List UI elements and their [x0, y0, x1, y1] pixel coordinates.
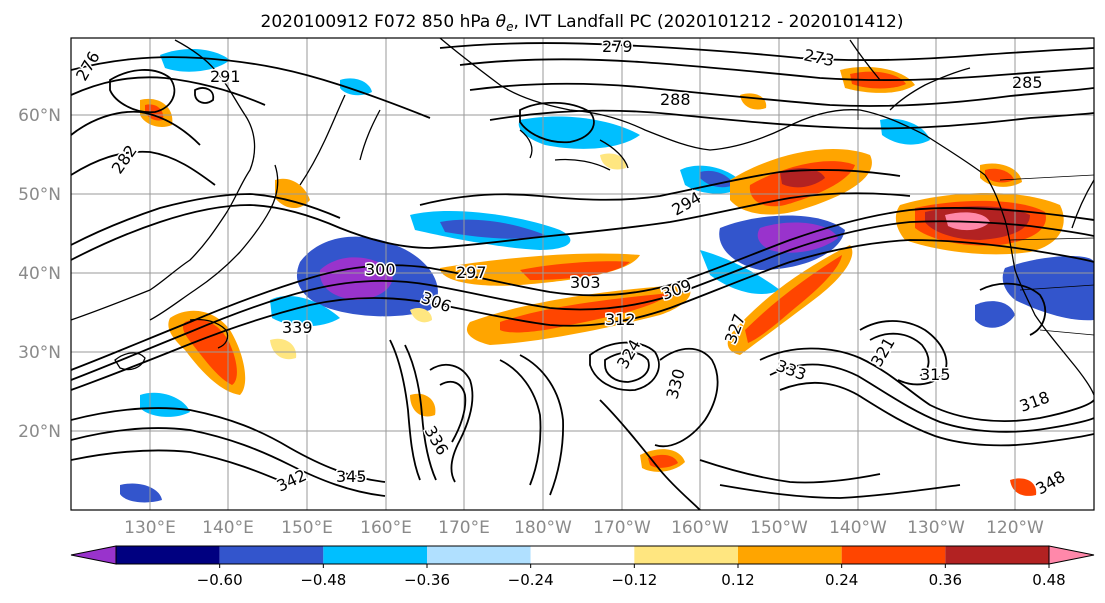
longitude-labels: 130°E 140°E 150°E 160°E 170°E 180°W 170°…: [124, 518, 1044, 538]
colorbar-tick-label: −0.24: [508, 571, 554, 589]
colorbar-segment: [945, 546, 1049, 564]
lon-label: 150°W: [750, 518, 808, 538]
colorbar-tick-label: −0.12: [611, 571, 657, 589]
contour-label: 303: [570, 273, 601, 292]
contour-label: 297: [456, 263, 487, 282]
lat-label: 40°N: [18, 264, 61, 284]
lon-label: 120°W: [986, 518, 1044, 538]
colorbar-extend-high: [1048, 545, 1095, 565]
colorbar-segment: [323, 546, 427, 564]
map-frame: [70, 37, 1095, 511]
colorbar: −0.60 −0.48 −0.36 −0.24 −0.12 0.12 0.24 0.36 0.4…: [70, 545, 1095, 589]
colorbar-tick-label: 0.48: [1032, 571, 1065, 589]
contour-label: 291: [210, 67, 241, 86]
colorbar-segment: [530, 546, 635, 564]
colorbar-segment: [634, 546, 738, 564]
colorbar-segment: [219, 546, 324, 564]
colorbar-tick-label: 0.24: [825, 571, 858, 589]
figure-title: 2020100912 F072 850 hPa θe, IVT Landfall…: [261, 12, 904, 34]
shading-layer: [120, 48, 1094, 503]
colorbar-extend-low: [70, 545, 117, 565]
colorbar-segment: [738, 546, 842, 564]
lon-label: 150°E: [281, 518, 333, 538]
colorbar-segment: [427, 546, 531, 564]
contour-label: 315: [920, 365, 951, 384]
colorbar-tick-label: −0.36: [404, 571, 450, 589]
contour-label: 339: [282, 318, 313, 337]
colorbar-segment: [841, 546, 946, 564]
colorbar-segment: [116, 546, 220, 564]
lon-label: 140°E: [202, 518, 254, 538]
lon-label: 160°E: [360, 518, 412, 538]
lon-label: 130°W: [907, 518, 965, 538]
colorbar-tick-label: −0.60: [197, 571, 243, 589]
lon-label: 180°W: [514, 518, 572, 538]
contour-label: 279: [602, 37, 633, 56]
colorbar-tick-label: 0.36: [929, 571, 962, 589]
colorbar-tick-label: 0.12: [721, 571, 754, 589]
contour-label: 285: [1012, 73, 1043, 92]
colorbar-frame: [115, 545, 1050, 565]
latitude-labels: 60°N 50°N 40°N 30°N 20°N: [18, 106, 61, 442]
lon-label: 140°W: [829, 518, 887, 538]
contour-label: 300: [365, 260, 396, 279]
lat-label: 30°N: [18, 343, 61, 363]
lat-label: 50°N: [18, 185, 61, 205]
contour-label: 345: [336, 467, 367, 486]
lat-label: 60°N: [18, 106, 61, 126]
borders: [857, 38, 1094, 336]
map-panel: 276 279 282 285 288 291 294 297 300 303 …: [71, 37, 1094, 510]
lon-label: 160°W: [671, 518, 729, 538]
contour-label: 288: [660, 90, 691, 109]
lon-label: 130°E: [124, 518, 176, 538]
lat-label: 20°N: [18, 422, 61, 442]
colorbar-tick-label: −0.48: [300, 571, 346, 589]
lon-label: 170°E: [438, 518, 490, 538]
contour-label: 312: [605, 310, 636, 329]
theta-e-contours: [71, 42, 1094, 510]
lon-label: 170°W: [593, 518, 651, 538]
